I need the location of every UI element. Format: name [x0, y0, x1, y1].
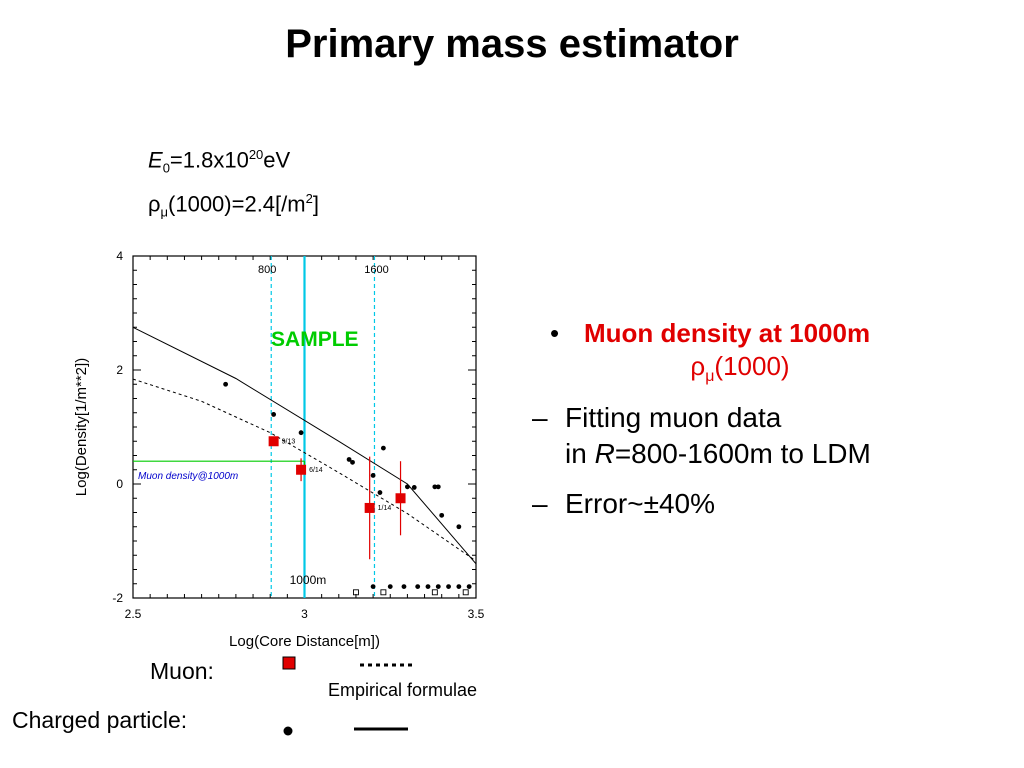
energy-unit: eV [263, 147, 291, 173]
slide-title: Primary mass estimator [285, 22, 739, 66]
sub-bullet-fitting: – Fitting muon data in R=800-1600m to LD… [520, 400, 990, 472]
x-tick-label: 3 [301, 607, 308, 621]
energy-line: E0=1.8x1020eV [148, 140, 319, 184]
heading-rho-rest: (1000) [714, 351, 790, 381]
charged-data-point [425, 584, 431, 589]
fitting-line-2-rest: =800-1600m to LDM [614, 438, 871, 470]
sample-label: SAMPLE [271, 328, 359, 351]
charged-data-point [377, 490, 383, 495]
charged-zero-point [353, 589, 359, 596]
bullet-heading-sub: ρμ(1000) [520, 351, 840, 386]
energy-subscript: 0 [162, 160, 170, 176]
charged-data-point [223, 381, 229, 387]
muon-data-point [268, 436, 279, 447]
charged-data-point [401, 584, 407, 589]
y-tick-label: -2 [112, 591, 123, 605]
x-tick-label: 2.5 [125, 607, 142, 621]
rho-subscript: μ [160, 204, 169, 220]
charged-data-point [298, 430, 304, 436]
rho-value: (1000)=2.4[/m [168, 191, 306, 217]
charged-data-point [435, 584, 441, 589]
bullet-heading-text: Muon density at 1000m [584, 318, 871, 348]
rho-exponent: 2 [305, 190, 313, 206]
muon-density-label: Muon density@1000m [138, 471, 238, 482]
x-axis-label: Log(Core Distance[m]) [229, 633, 380, 650]
bullet-list: • Muon density at 1000m ρμ(1000) – Fitti… [520, 318, 990, 522]
rho-symbol: ρ [148, 191, 161, 217]
charged-data-point [439, 512, 445, 518]
heading-rho-symbol: ρ [690, 351, 706, 381]
bullet-dot-icon: • [550, 318, 560, 348]
charged-fit-curve [132, 326, 477, 565]
y-tick-label: 0 [116, 477, 123, 491]
bullet-heading: • Muon density at 1000m [520, 318, 990, 349]
energy-symbol: E [148, 147, 163, 173]
charged-data-point [432, 484, 438, 490]
charged-data-point [456, 524, 462, 530]
charged-zero-point [462, 589, 469, 596]
sub-bullet-error: – Error~±40% [520, 486, 990, 522]
charged-data-point [446, 584, 451, 589]
charged-data-point [271, 412, 277, 417]
charged-zero-point [380, 589, 387, 596]
charged-data-point [370, 584, 376, 589]
muon-data-point [364, 502, 375, 513]
y-tick-label: 2 [116, 363, 123, 377]
muon-point-label: 1/14 [378, 505, 392, 512]
muon-point-label: 6/14 [309, 467, 323, 474]
y-axis-label: Log(Density[1/m**2]) [73, 358, 90, 496]
fitting-line-2: in R=800-1600m to LDM [565, 436, 990, 472]
fitting-line-2-var: R [594, 438, 615, 470]
heading-rho-index: μ [705, 368, 715, 386]
charged-data-point [456, 584, 462, 589]
charged-data-point [387, 584, 393, 589]
range-end-label: 1600 [364, 264, 388, 276]
muon-density-line: ρμ(1000)=2.4[/m2] [148, 184, 319, 228]
charged-data-point [380, 445, 386, 451]
muon-data-point [395, 493, 406, 504]
x-tick-label: 3.5 [468, 607, 485, 621]
dash-icon: – [532, 488, 548, 520]
charged-data-point [350, 459, 355, 465]
charged-data-point [466, 584, 472, 589]
rho-close: ] [312, 191, 319, 217]
dash-icon: – [532, 402, 548, 434]
muon-point-label: 9/13 [282, 438, 296, 445]
charged-zero-point [431, 589, 438, 596]
energy-exponent: 20 [248, 147, 264, 162]
energy-value: =1.8x10 [169, 147, 249, 173]
charged-data-point [415, 584, 421, 589]
charged-data-point [411, 485, 417, 490]
y-tick-label: 4 [116, 249, 123, 263]
error-text: Error~±40% [565, 488, 715, 520]
fitting-line-1: Fitting muon data [565, 402, 782, 434]
charged-data-point [405, 484, 410, 490]
legend-muon-label: Muon: [150, 658, 214, 684]
muon-data-point [296, 464, 307, 475]
charged-data-point [435, 484, 441, 490]
range-start-label: 800 [258, 264, 276, 276]
charged-data-point [346, 457, 352, 462]
core-1000m-label: 1000m [290, 573, 327, 587]
fitting-line-2-pre: in [565, 438, 595, 470]
muon-fit-curve [132, 378, 477, 562]
event-parameters: E0=1.8x1020eV ρμ(1000)=2.4[/m2] [148, 140, 319, 227]
chart-layer: 2.5 3 3.5 -2 0 2 4 Log(Core Distance[m]) Log(Den… [73, 249, 485, 650]
charged-data-point [370, 473, 376, 478]
legend-charged-label: Charged particle: [12, 707, 188, 733]
legend-formula-label: Empirical formulae [328, 680, 478, 700]
